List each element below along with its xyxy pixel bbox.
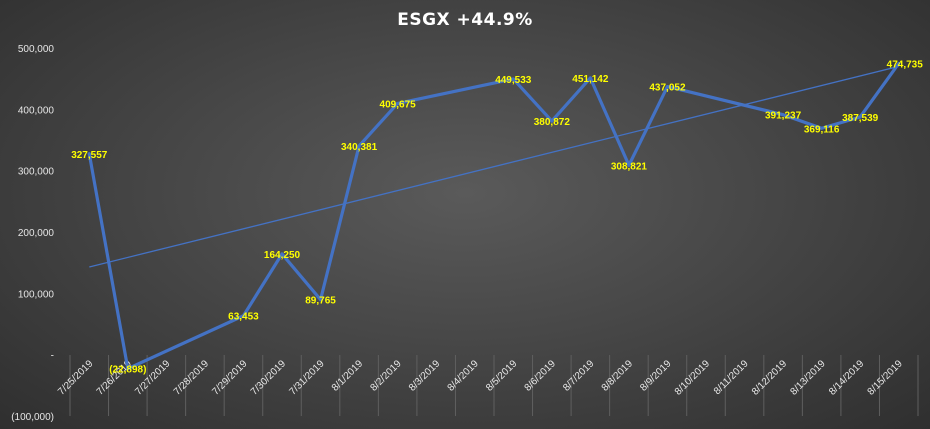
- y-tick-label: 500,000: [18, 44, 55, 55]
- y-tick-label: 100,000: [18, 289, 55, 300]
- data-label: 340,381: [341, 142, 378, 153]
- series-line: [87, 61, 901, 371]
- data-label: 391,237: [765, 111, 802, 122]
- chart-title: ESGX +44.9%: [397, 10, 533, 30]
- data-point: [550, 119, 554, 123]
- data-label: 164,250: [264, 250, 301, 261]
- data-label: 369,116: [804, 124, 840, 135]
- data-point: [588, 76, 592, 80]
- data-point: [357, 144, 361, 148]
- x-tick-label: 8/4/2019: [446, 358, 482, 394]
- y-tick-label: 400,000: [18, 105, 55, 116]
- data-label: 308,821: [611, 161, 648, 172]
- data-point: [511, 77, 515, 81]
- data-label: 327,557: [71, 150, 108, 161]
- x-tick-label: 8/9/2019: [638, 358, 674, 394]
- x-tick-label: 8/3/2019: [407, 358, 443, 394]
- grid-lines: [69, 355, 919, 416]
- x-tick-label: 8/2/2019: [368, 358, 404, 394]
- trendline: [89, 65, 899, 268]
- data-point: [241, 314, 245, 318]
- data-label: 63,453: [228, 312, 259, 323]
- data-labels: 327,557 (22,898) 63,453 164,250 89,765 340,38…: [71, 59, 923, 375]
- data-label: (22,898): [109, 365, 146, 376]
- data-point: [858, 115, 862, 119]
- data-label: 449,533: [495, 75, 532, 86]
- series-lines: [87, 61, 901, 371]
- x-tick-label: 8/13/2019: [789, 358, 829, 398]
- x-tick-label: 8/12/2019: [750, 358, 790, 398]
- x-axis: 7/25/2019 7/26/2019 7/27/2019 7/28/2019 7/29…: [56, 358, 905, 398]
- data-point: [820, 126, 824, 130]
- x-tick-label: 8/10/2019: [673, 358, 713, 398]
- data-label: 380,872: [534, 117, 571, 128]
- data-label: 474,735: [887, 59, 924, 70]
- x-tick-label: 8/5/2019: [484, 358, 520, 394]
- data-point: [781, 113, 785, 117]
- data-point: [87, 152, 91, 156]
- x-tick-label: 7/30/2019: [249, 358, 289, 398]
- data-point: [126, 367, 130, 371]
- y-tick-label: (100,000): [11, 412, 54, 423]
- data-label: 437,052: [649, 83, 686, 94]
- x-tick-label: 8/8/2019: [600, 358, 636, 394]
- y-tick-label: -: [51, 351, 54, 362]
- data-label: 409,675: [380, 99, 417, 110]
- x-tick-label: 8/15/2019: [866, 358, 906, 398]
- x-tick-label: 7/31/2019: [287, 358, 327, 398]
- y-tick-label: 200,000: [18, 228, 55, 239]
- data-label: 451,142: [572, 74, 609, 85]
- data-point: [665, 85, 669, 89]
- x-tick-label: 7/29/2019: [210, 358, 250, 398]
- data-point: [319, 298, 323, 302]
- y-axis: 500,000 400,000 300,000 200,000 100,000 - (100…: [11, 44, 54, 423]
- x-tick-label: 8/7/2019: [561, 358, 597, 394]
- data-label: 387,539: [842, 113, 879, 124]
- data-point: [280, 252, 284, 256]
- data-point: [396, 101, 400, 105]
- data-label: 89,765: [305, 296, 336, 307]
- y-tick-label: 300,000: [18, 167, 55, 178]
- x-tick-label: 8/11/2019: [712, 358, 751, 397]
- x-tick-label: 8/6/2019: [523, 358, 559, 394]
- x-tick-label: 7/25/2019: [56, 358, 96, 398]
- trendline-line: [89, 65, 899, 268]
- data-point: [897, 61, 901, 65]
- x-tick-label: 7/28/2019: [172, 358, 212, 398]
- data-point: [627, 163, 631, 167]
- x-tick-label: 8/14/2019: [827, 358, 867, 398]
- x-tick-label: 8/1/2019: [330, 358, 366, 394]
